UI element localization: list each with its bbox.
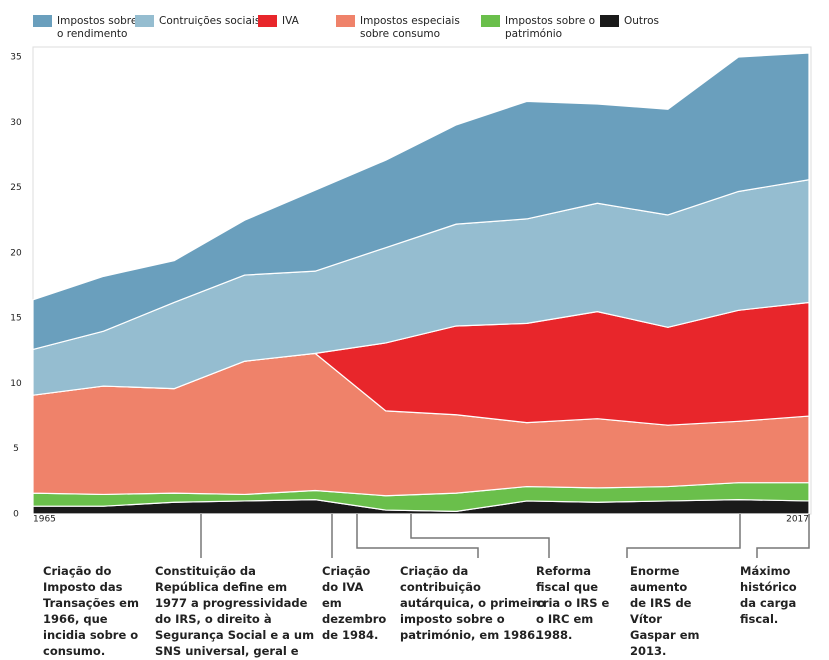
- connector: [356, 514, 479, 558]
- legend-swatch: [481, 15, 500, 27]
- annotation: Reforma fiscal que cria o IRS e o IRC em…: [536, 564, 610, 642]
- legend-item: Contruições sociais: [135, 15, 269, 28]
- annotation: Constituição da República define em 1977…: [155, 564, 315, 658]
- plot: [32, 52, 810, 515]
- legend-item: Impostos sobre o património: [481, 15, 605, 41]
- legend-swatch: [600, 15, 619, 27]
- annotation: Criação da contribuição autárquica, o pr…: [400, 564, 546, 642]
- y-tick-label: 30: [10, 118, 22, 128]
- legend-label: IVA: [282, 15, 299, 27]
- legend-label: Impostos especiais sobre consumo: [360, 15, 460, 40]
- y-tick-label: 0: [13, 510, 19, 520]
- annotation: Criação do IVA em dezembro de 1984.: [322, 564, 387, 642]
- connectors: [200, 514, 810, 558]
- legend-swatch: [135, 15, 154, 27]
- legend-label: Contruições sociais: [159, 15, 261, 27]
- x-tick-label: 2017: [786, 515, 809, 525]
- y-tick-label: 15: [10, 314, 21, 324]
- annotation: Enorme aumento de IRS de Vítor Gaspar em…: [630, 564, 700, 658]
- y-tick-label: 35: [10, 53, 21, 63]
- x-tick-label: 1965: [33, 515, 56, 525]
- legend-item: Impostos sobre o rendimento: [33, 15, 147, 41]
- y-tick-label: 5: [13, 444, 19, 454]
- connector: [756, 514, 810, 558]
- legend-item: Outros: [600, 15, 684, 28]
- area: [32, 52, 810, 351]
- annotation: Máximo histórico da carga fiscal.: [740, 564, 797, 626]
- legend-swatch: [336, 15, 355, 27]
- legend-item: IVA: [258, 15, 342, 28]
- legend-swatch: [258, 15, 277, 27]
- legend-label: Impostos sobre o património: [505, 15, 596, 40]
- legend-swatch: [33, 15, 52, 27]
- connector: [626, 514, 741, 558]
- y-tick-label: 25: [10, 183, 21, 193]
- legend-label: Impostos sobre o rendimento: [57, 15, 138, 40]
- annotation: Criação do Imposto das Transações em 196…: [43, 564, 139, 658]
- y-tick-label: 20: [10, 248, 22, 258]
- legend-item: Impostos especiais sobre consumo: [336, 15, 480, 41]
- y-tick-label: 10: [10, 379, 22, 389]
- legend-label: Outros: [624, 15, 660, 27]
- connector: [410, 514, 550, 558]
